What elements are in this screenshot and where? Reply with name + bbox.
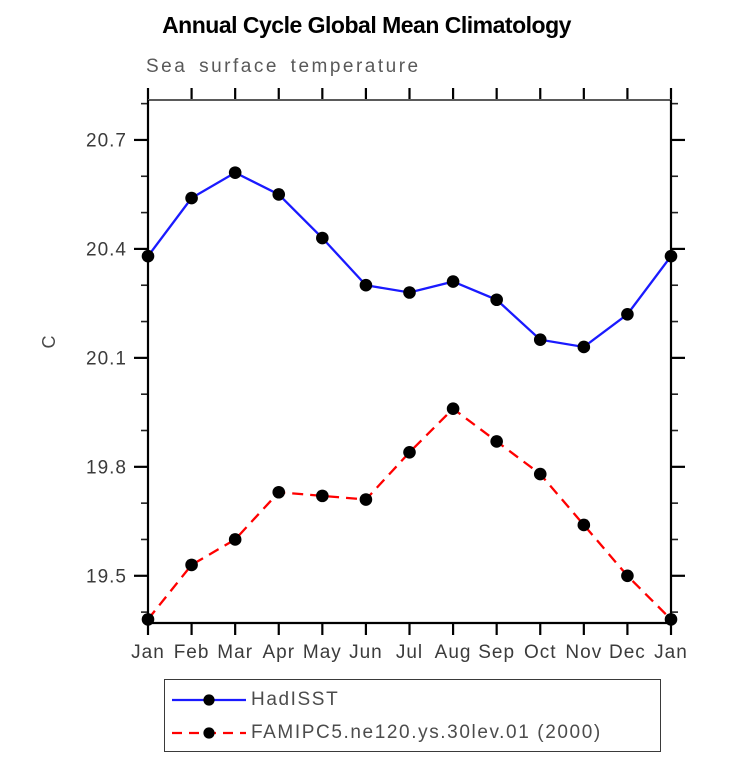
data-point [577, 518, 591, 532]
legend-marker-dot [203, 694, 215, 706]
x-tick-label: Dec [609, 642, 646, 663]
data-point [533, 333, 547, 347]
data-point [228, 533, 242, 546]
data-point [359, 493, 373, 506]
legend-line-sample-dashed [172, 727, 246, 739]
x-tick-label: Jul [396, 642, 423, 663]
legend-line-sample-solid [172, 694, 246, 706]
data-point [141, 613, 155, 626]
data-point [359, 278, 373, 292]
data-point [490, 293, 503, 307]
data-point [272, 485, 286, 499]
x-tick-label: Mar [217, 642, 253, 663]
legend-label: HadISST [251, 689, 340, 710]
x-tick-label: Aug [435, 642, 472, 663]
data-point [621, 307, 634, 321]
data-point [403, 445, 416, 459]
data-point [621, 569, 634, 583]
x-tick-label: Apr [262, 642, 295, 663]
data-point [185, 191, 198, 205]
y-tick-label: 20.1 [86, 348, 127, 369]
x-tick-label: Jun [349, 642, 383, 663]
x-tick-label: Nov [565, 642, 602, 663]
legend-box: HadISST FAMIPC5.ne120.ys.30lev.01 (2000) [164, 679, 661, 752]
data-point [664, 613, 678, 626]
data-point [316, 489, 329, 503]
data-point [272, 188, 286, 201]
x-tick-label: Jan [654, 642, 688, 663]
data-point [446, 402, 460, 416]
y-tick-label: 20.7 [86, 130, 127, 151]
data-point [403, 286, 416, 299]
chart-title: Annual Cycle Global Mean Climatology [162, 12, 571, 38]
x-tick-label: Feb [174, 642, 210, 663]
x-tick-label: Sep [478, 642, 515, 663]
legend-label: FAMIPC5.ne120.ys.30lev.01 (2000) [251, 722, 602, 743]
y-tick-label: 19.5 [86, 566, 127, 587]
x-tick-label: Oct [524, 642, 557, 663]
series-line-1 [147, 407, 672, 621]
data-point [577, 340, 591, 354]
chart-subtitle: Sea surface temperature [146, 56, 421, 77]
y-tick-label: 20.4 [86, 239, 127, 260]
y-tick-label: 19.8 [86, 457, 127, 478]
legend-entry-famipc5: FAMIPC5.ne120.ys.30lev.01 (2000) [169, 721, 602, 745]
data-point [141, 249, 155, 263]
data-point [533, 467, 547, 481]
legend-marker-dot [203, 727, 215, 739]
legend-entry-hadisst: HadISST [169, 688, 339, 712]
data-point [185, 558, 198, 572]
data-point [664, 249, 678, 263]
series-line-0 [147, 171, 672, 349]
data-point [316, 231, 329, 245]
data-point [228, 166, 242, 179]
x-tick-label: May [303, 642, 342, 663]
data-point [490, 435, 503, 448]
data-point [446, 275, 460, 288]
x-tick-label: Jan [131, 642, 165, 663]
